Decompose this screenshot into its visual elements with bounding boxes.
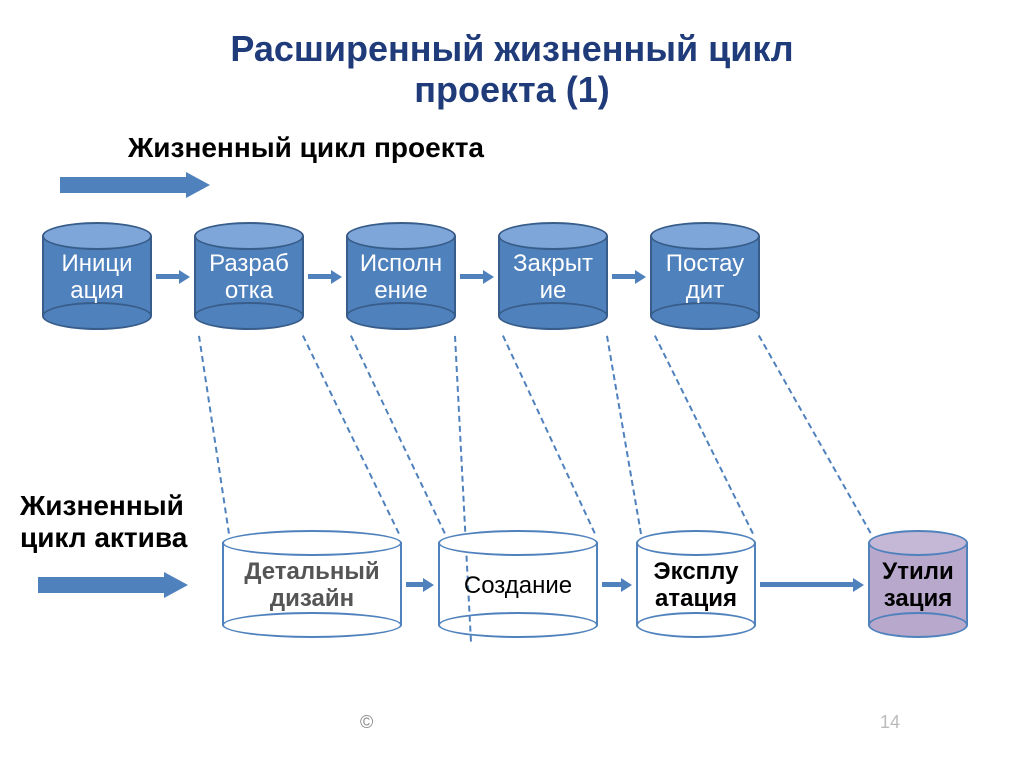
top-cylinder-0: Инициация [42, 222, 152, 330]
top-cylinder-4-label: Постаудит [650, 251, 760, 304]
title-line1: Расширенный жизненный цикл [0, 28, 1024, 69]
top-arrow-2 [460, 270, 494, 284]
connector-4 [502, 335, 596, 534]
connector-1 [302, 335, 400, 534]
connector-5 [606, 336, 642, 534]
bottom-cylinder-3-label: Утилизация [868, 559, 968, 612]
bottom-cylinder-1: Создание [438, 530, 598, 638]
connector-7 [758, 335, 872, 534]
arrow-asset-lifecycle [38, 572, 188, 598]
top-arrow-1 [308, 270, 342, 284]
bottom-cylinder-1-label: Создание [438, 573, 598, 599]
title-line2: проекта (1) [0, 69, 1024, 110]
bottom-cylinder-0: Детальныйдизайн [222, 530, 402, 638]
top-cylinder-1: Разработка [194, 222, 304, 330]
bottom-cylinder-2: Эксплуатация [636, 530, 756, 638]
bottom-cylinder-0-label: Детальныйдизайн [222, 559, 402, 612]
bottom-cylinder-3: Утилизация [868, 530, 968, 638]
top-cylinder-3-label: Закрытие [498, 251, 608, 304]
top-cylinder-2: Исполнение [346, 222, 456, 330]
subtitle-asset-lifecycle: Жизненный цикл актива [20, 490, 187, 554]
bottom-cylinder-2-label: Эксплуатация [636, 559, 756, 612]
bottom-arrow-1 [602, 578, 632, 592]
connector-6 [654, 335, 754, 534]
connector-2 [350, 335, 446, 534]
top-arrow-0 [156, 270, 190, 284]
bottom-arrow-2 [760, 578, 864, 592]
top-cylinder-2-label: Исполнение [346, 251, 456, 304]
slide-title: Расширенный жизненный цикл проекта (1) [0, 0, 1024, 111]
arrow-project-lifecycle [60, 172, 210, 198]
top-cylinder-1-label: Разработка [194, 251, 304, 304]
top-cylinder-4: Постаудит [650, 222, 760, 330]
subtitle-project-lifecycle: Жизненный цикл проекта [128, 132, 484, 164]
footer-copyright: © [360, 712, 373, 733]
top-cylinder-3: Закрытие [498, 222, 608, 330]
top-arrow-3 [612, 270, 646, 284]
bottom-arrow-0 [406, 578, 434, 592]
footer-page: 14 [880, 712, 900, 733]
connector-0 [198, 336, 230, 534]
top-cylinder-0-label: Инициация [42, 251, 152, 304]
